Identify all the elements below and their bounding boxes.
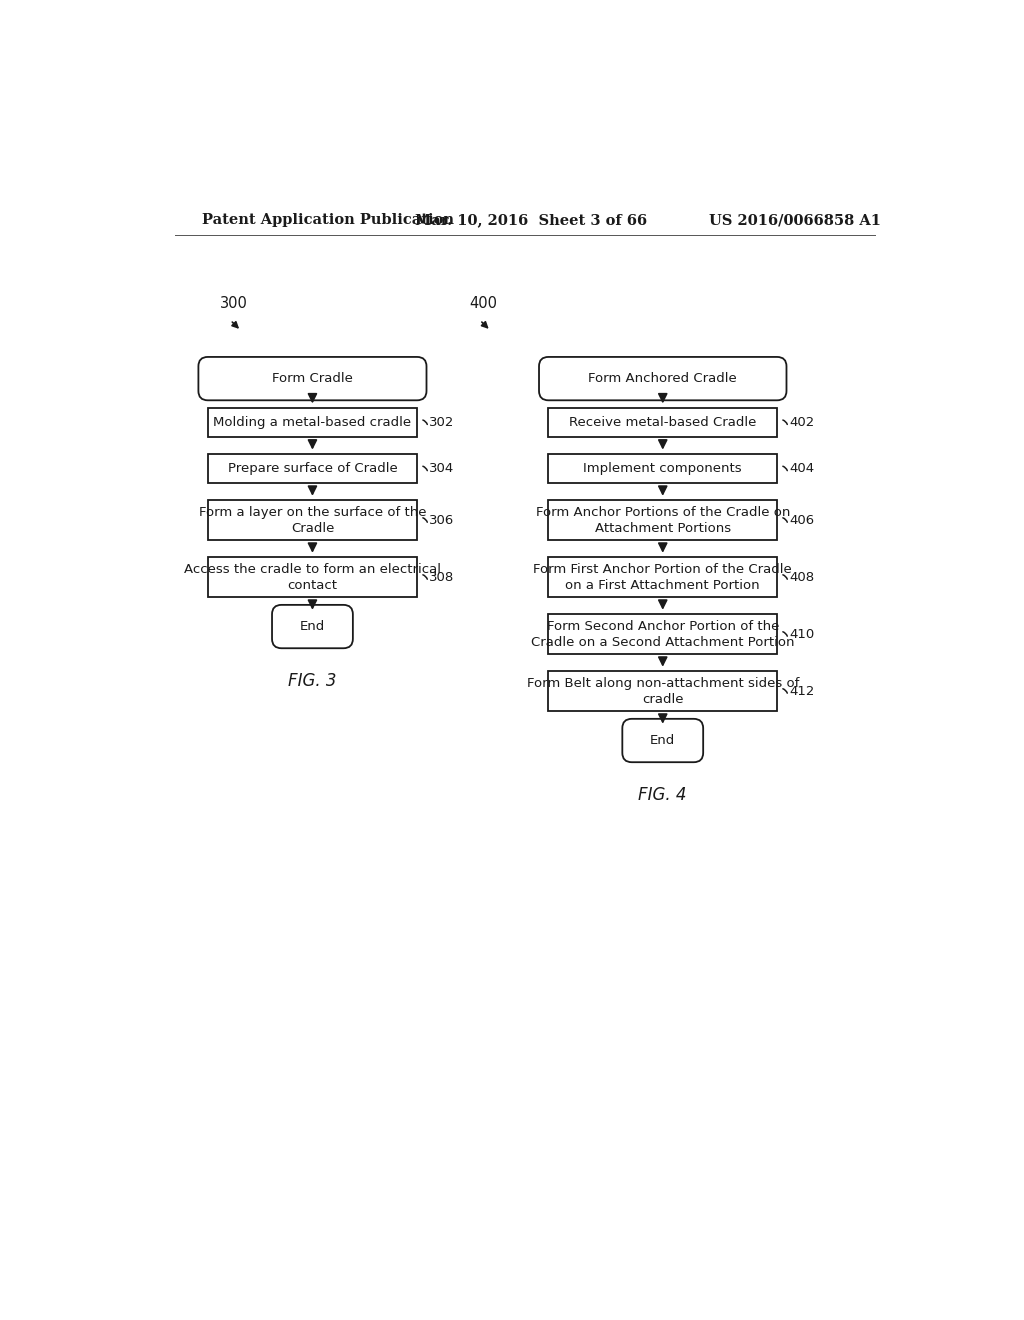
Text: 408: 408: [790, 570, 814, 583]
Text: Form Anchor Portions of the Cradle on
Attachment Portions: Form Anchor Portions of the Cradle on At…: [536, 506, 790, 535]
FancyBboxPatch shape: [549, 454, 777, 483]
FancyBboxPatch shape: [549, 671, 777, 711]
FancyBboxPatch shape: [549, 614, 777, 655]
FancyBboxPatch shape: [272, 605, 353, 648]
Text: Form Second Anchor Portion of the
Cradle on a Second Attachment Portion: Form Second Anchor Portion of the Cradle…: [531, 620, 795, 648]
FancyBboxPatch shape: [549, 408, 777, 437]
Text: 300: 300: [219, 296, 248, 312]
Text: US 2016/0066858 A1: US 2016/0066858 A1: [710, 213, 882, 227]
Text: 304: 304: [429, 462, 455, 475]
Text: 400: 400: [469, 296, 497, 312]
Text: 308: 308: [429, 570, 455, 583]
FancyBboxPatch shape: [208, 500, 417, 540]
Text: Mar. 10, 2016  Sheet 3 of 66: Mar. 10, 2016 Sheet 3 of 66: [415, 213, 647, 227]
FancyBboxPatch shape: [208, 557, 417, 598]
Text: Prepare surface of Cradle: Prepare surface of Cradle: [227, 462, 397, 475]
Text: 404: 404: [790, 462, 814, 475]
FancyBboxPatch shape: [208, 454, 417, 483]
Text: Form Anchored Cradle: Form Anchored Cradle: [589, 372, 737, 385]
FancyBboxPatch shape: [549, 557, 777, 598]
Text: Implement components: Implement components: [584, 462, 742, 475]
Text: 306: 306: [429, 513, 455, 527]
Text: 410: 410: [790, 628, 815, 640]
Text: FIG. 4: FIG. 4: [639, 787, 687, 804]
Text: 412: 412: [790, 685, 815, 698]
Text: Access the cradle to form an electrical
contact: Access the cradle to form an electrical …: [184, 562, 441, 591]
Text: 402: 402: [790, 416, 815, 429]
FancyBboxPatch shape: [549, 500, 777, 540]
FancyBboxPatch shape: [208, 408, 417, 437]
Text: Molding a metal-based cradle: Molding a metal-based cradle: [213, 416, 412, 429]
Text: End: End: [300, 620, 325, 634]
Text: Form First Anchor Portion of the Cradle
on a First Attachment Portion: Form First Anchor Portion of the Cradle …: [534, 562, 793, 591]
Text: End: End: [650, 734, 676, 747]
Text: 302: 302: [429, 416, 455, 429]
FancyBboxPatch shape: [199, 356, 427, 400]
Text: Form Cradle: Form Cradle: [272, 372, 353, 385]
FancyBboxPatch shape: [539, 356, 786, 400]
Text: Patent Application Publication: Patent Application Publication: [202, 213, 454, 227]
FancyBboxPatch shape: [623, 719, 703, 762]
Text: 406: 406: [790, 513, 814, 527]
Text: FIG. 3: FIG. 3: [288, 672, 337, 690]
Text: Form Belt along non-attachment sides of
cradle: Form Belt along non-attachment sides of …: [526, 677, 799, 706]
Text: Receive metal-based Cradle: Receive metal-based Cradle: [569, 416, 757, 429]
Text: Form a layer on the surface of the
Cradle: Form a layer on the surface of the Cradl…: [199, 506, 426, 535]
